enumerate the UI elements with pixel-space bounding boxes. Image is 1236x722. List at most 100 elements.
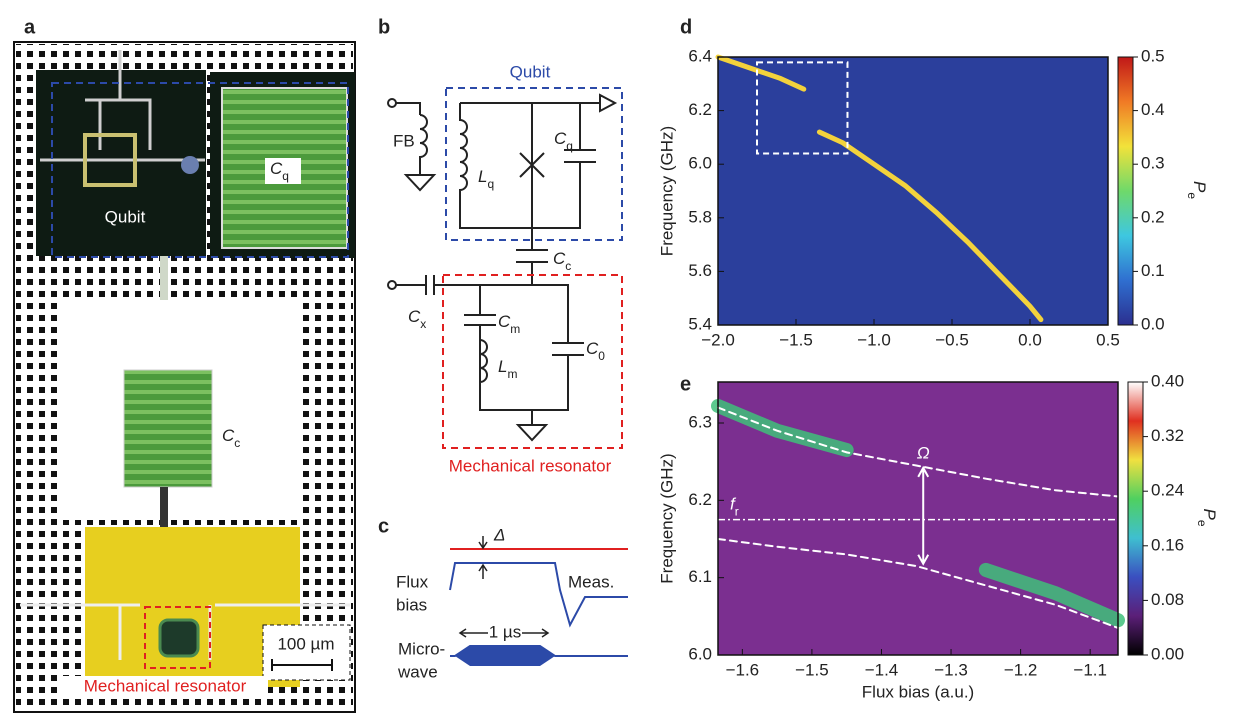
x-tick-label: 0.5 [1096, 330, 1120, 349]
x-tick-label: −1.5 [779, 330, 813, 349]
cx-label: Cx [408, 307, 426, 331]
colorbar-tick-label: 0.4 [1141, 100, 1165, 119]
y-tick-label: 6.4 [688, 46, 712, 65]
x-tick-label: −1.3 [934, 660, 968, 679]
label-bg [265, 158, 301, 184]
resonator [158, 618, 200, 658]
junction [181, 156, 199, 174]
scale-box [262, 624, 351, 681]
plot-frame [717, 56, 1109, 326]
cc-label: Cc [222, 426, 240, 450]
colorbar-tick-label: 0.1 [1141, 261, 1165, 280]
label-bg [62, 676, 268, 698]
highlight-box [756, 61, 849, 155]
resonator-box [144, 606, 211, 669]
gap-label: Ω [917, 443, 930, 462]
data-line [717, 537, 1119, 629]
x-tick-label: −0.5 [935, 330, 969, 349]
panel-label: a [24, 16, 36, 38]
cm-label: Cm [498, 312, 520, 336]
bias-label: bias [396, 595, 427, 614]
cq-label: Cq [554, 129, 573, 153]
fb-label: FB [393, 131, 415, 150]
lq-label: Lq [478, 167, 494, 191]
chart: e fr Ω −1.6 −1.5 −1.4 −1.3 −1.2 −1.1 6.0 6.1 6.2 6.3… [657, 371, 1218, 701]
x-axis-label: Flux bias (a.u.) [862, 682, 974, 701]
colorbar-tick-label: 0.5 [1141, 46, 1165, 65]
y-tick-label: 6.2 [688, 490, 712, 509]
delta-arrows [478, 536, 488, 579]
x-tick-label: −2.0 [701, 330, 735, 349]
panel-label: e [680, 373, 691, 395]
x-tick-label: −1.5 [795, 660, 829, 679]
plot-frame [717, 381, 1119, 656]
colorbar-tick-label: 0.3 [1141, 154, 1165, 173]
coupler-line [160, 487, 168, 527]
y-axis-label: Frequency (GHz) [657, 453, 676, 583]
duration-arrows [458, 628, 550, 638]
colorbar [1117, 56, 1134, 326]
qubit-box [445, 87, 623, 241]
resonator-circuit [396, 275, 584, 442]
resonator-label: Mechanical resonator [449, 456, 612, 475]
data-line [717, 406, 1119, 498]
colorbar-label: Pe [1185, 181, 1209, 199]
resonator-label: Mechanical resonator [84, 676, 247, 695]
qubit-label: Qubit [510, 62, 551, 81]
x-tick-label: −1.4 [865, 660, 899, 679]
fr-label: fr [730, 495, 739, 519]
colorbar-tick-label: 0.2 [1141, 207, 1165, 226]
data-line [715, 54, 1044, 323]
microwave-pulse [455, 646, 555, 666]
panel-a: a 100 µm Qubit Cq Cc Mechanical resonato… [13, 16, 356, 713]
duration-label: 1 µs [489, 622, 521, 641]
c0-label: C0 [586, 339, 605, 363]
x-tick-label: −1.0 [857, 330, 891, 349]
micro-label: Micro- [398, 639, 445, 658]
cc-label: Cc [553, 249, 571, 273]
y-tick-label: 5.8 [688, 207, 712, 226]
squid [83, 133, 137, 187]
qubit-label: Qubit [105, 207, 146, 226]
y-tick-label: 6.2 [688, 100, 712, 119]
plot-background [718, 382, 1118, 655]
qubit-wiring [40, 50, 205, 162]
y-tick-label: 6.3 [688, 412, 712, 431]
flux-pulse [449, 562, 628, 628]
flux-label: Flux [396, 572, 429, 591]
feed-lines [20, 603, 350, 660]
panel-b: b Qubit FB Lq Cq Cc Cx Cm Lm C0 Mechanic… [378, 16, 623, 475]
y-tick-label: 6.0 [688, 644, 712, 663]
y-tick-label: 6.0 [688, 154, 712, 173]
lm-label: Lm [498, 357, 517, 381]
colorbar-tick-label: 0.32 [1151, 426, 1184, 445]
qubit-circuit [459, 93, 618, 285]
colorbar-label: Pe [1195, 509, 1219, 527]
gap-arrow [917, 465, 930, 566]
colorbar [1127, 381, 1144, 656]
scale-label: 100 µm [277, 634, 334, 653]
cq-label: Cq [270, 159, 289, 183]
x-tick-label: 0.0 [1018, 330, 1042, 349]
panel-label: c [378, 515, 389, 537]
y-axis-label: Frequency (GHz) [657, 126, 676, 256]
delta-label: Δ [493, 525, 505, 544]
resonator-box [442, 274, 623, 449]
colorbar-tick-label: 0.16 [1151, 535, 1184, 554]
cc-capacitor [123, 369, 213, 488]
colorbar-tick-label: 0.00 [1151, 644, 1184, 663]
terminal [387, 98, 397, 108]
meas-label: Meas. [568, 572, 614, 591]
colorbar-tick-label: 0.08 [1151, 590, 1184, 609]
x-tick-label: −1.1 [1073, 660, 1107, 679]
wave-label: wave [397, 662, 438, 681]
panel-c: c Δ Flux bias Meas. 1 µs Micro- wave [378, 515, 628, 681]
terminal [387, 280, 397, 290]
flux-line [396, 102, 437, 192]
panel-label: b [378, 16, 390, 38]
qubit-box [51, 82, 349, 258]
scale-bar [271, 659, 333, 671]
y-tick-label: 5.6 [688, 261, 712, 280]
colorbar-tick-label: 0.0 [1141, 314, 1165, 333]
